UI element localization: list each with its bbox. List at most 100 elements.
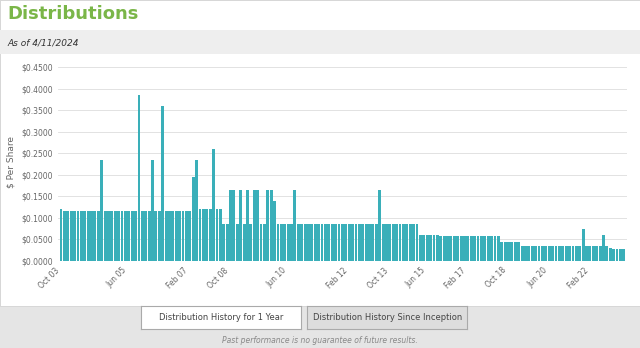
Bar	[504, 243, 507, 261]
Bar	[500, 243, 503, 261]
Bar	[172, 212, 174, 261]
Bar	[182, 212, 184, 261]
Bar	[168, 212, 171, 261]
Bar	[158, 212, 161, 261]
Bar	[100, 160, 103, 261]
Bar	[493, 236, 497, 261]
Bar	[124, 212, 127, 261]
Bar	[439, 236, 442, 261]
Bar	[328, 224, 330, 261]
Bar	[405, 224, 408, 261]
Bar	[433, 235, 435, 261]
Bar	[243, 224, 246, 261]
Bar	[111, 212, 113, 261]
Bar	[229, 190, 232, 261]
Bar	[104, 212, 106, 261]
Bar	[490, 236, 493, 261]
Bar	[269, 190, 273, 261]
Bar	[219, 209, 222, 261]
Bar	[371, 224, 374, 261]
Bar	[480, 236, 483, 261]
Bar	[622, 249, 625, 261]
Bar	[534, 246, 537, 261]
Bar	[602, 235, 605, 261]
Bar	[497, 236, 500, 261]
Bar	[263, 224, 266, 261]
Bar	[362, 224, 364, 261]
Bar	[138, 95, 140, 261]
Bar	[222, 224, 225, 261]
Bar	[77, 212, 79, 261]
Bar	[250, 224, 252, 261]
Bar	[477, 236, 479, 261]
Bar	[256, 190, 259, 261]
Bar	[429, 235, 432, 261]
Bar	[144, 212, 147, 261]
Bar	[324, 224, 327, 261]
Bar	[192, 177, 195, 261]
Bar	[365, 224, 367, 261]
Bar	[507, 243, 510, 261]
Text: Distribution History for 1 Year: Distribution History for 1 Year	[159, 313, 283, 322]
Bar	[90, 212, 93, 261]
Bar	[514, 243, 516, 261]
Bar	[592, 246, 595, 261]
Bar	[86, 212, 90, 261]
Bar	[436, 235, 439, 261]
Bar	[521, 246, 524, 261]
Bar	[253, 190, 256, 261]
Bar	[527, 246, 531, 261]
Bar	[388, 224, 391, 261]
Bar	[97, 212, 100, 261]
Bar	[131, 212, 134, 261]
Bar	[463, 236, 466, 261]
Bar	[205, 209, 208, 261]
Bar	[426, 235, 429, 261]
Bar	[273, 201, 276, 261]
Bar	[355, 224, 357, 261]
Bar	[185, 212, 188, 261]
Bar	[154, 212, 157, 261]
Bar	[310, 224, 314, 261]
Bar	[588, 246, 591, 261]
Bar	[148, 212, 150, 261]
Text: Distributions: Distributions	[8, 5, 139, 23]
Bar	[415, 224, 419, 261]
Bar	[375, 224, 378, 261]
Bar	[141, 212, 144, 261]
Text: Distribution History Since Inception: Distribution History Since Inception	[312, 313, 462, 322]
Bar	[609, 248, 612, 261]
Bar	[202, 209, 205, 261]
Bar	[334, 224, 337, 261]
Bar	[117, 212, 120, 261]
Bar	[80, 212, 83, 261]
Bar	[487, 236, 490, 261]
Bar	[412, 224, 415, 261]
Bar	[446, 236, 449, 261]
Bar	[260, 224, 262, 261]
Bar	[297, 224, 300, 261]
Bar	[409, 224, 412, 261]
Bar	[483, 236, 486, 261]
Bar	[127, 212, 131, 261]
Bar	[358, 224, 361, 261]
Bar	[287, 224, 289, 261]
Bar	[449, 236, 452, 261]
Bar	[294, 190, 296, 261]
Bar	[402, 224, 405, 261]
Bar	[93, 212, 97, 261]
Bar	[114, 212, 116, 261]
Bar	[175, 212, 178, 261]
Bar	[381, 224, 385, 261]
Bar	[348, 224, 351, 261]
Bar	[564, 246, 568, 261]
Bar	[216, 209, 218, 261]
Bar	[280, 224, 283, 261]
Bar	[612, 249, 615, 261]
Bar	[368, 224, 371, 261]
Bar	[582, 229, 584, 261]
Bar	[453, 236, 456, 261]
Bar	[598, 246, 602, 261]
Y-axis label: $ Per Share: $ Per Share	[6, 136, 15, 188]
Bar	[378, 190, 381, 261]
